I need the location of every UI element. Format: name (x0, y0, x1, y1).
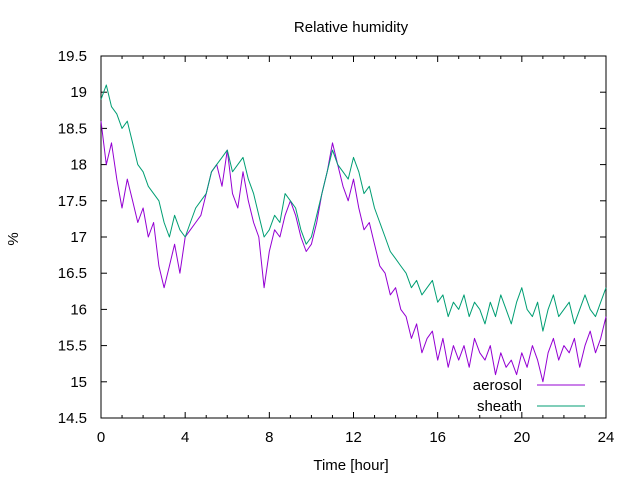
y-tick-label: 19.5 (58, 48, 87, 65)
legend-label-sheath: sheath (477, 398, 522, 415)
plot-frame (100, 55, 607, 419)
series-line-sheath (100, 84, 607, 332)
series-lines (100, 84, 607, 383)
y-tick-label: 17.5 (58, 193, 87, 210)
y-tick-label: 16 (70, 301, 87, 318)
legend: aerosol sheath (473, 377, 585, 415)
y-axis-label: % (5, 232, 22, 245)
series-line-aerosol (100, 121, 607, 383)
x-tick-label: 20 (513, 429, 530, 446)
legend-label-aerosol: aerosol (473, 377, 522, 394)
y-tick-label: 14.5 (58, 410, 87, 427)
x-tick-label: 12 (345, 429, 362, 446)
y-tick-label: 17 (70, 229, 87, 246)
y-tick-label: 15.5 (58, 338, 87, 355)
y-tick-label: 15 (70, 374, 87, 391)
y-tick-label: 16.5 (58, 265, 87, 282)
y-tick-label: 19 (70, 84, 87, 101)
x-tick-label: 4 (181, 429, 189, 446)
x-tick-label: 8 (265, 429, 273, 446)
y-tick-label: 18 (70, 157, 87, 174)
x-tick-label: 16 (429, 429, 446, 446)
x-tick-label: 0 (97, 429, 105, 446)
x-tick-label: 24 (598, 429, 615, 446)
y-tick-label: 18.5 (58, 120, 87, 137)
axis-ticks: 0 4 8 12 16 20 24 14.5 15 15.5 16 16.5 17 17.5 18 18.5 1… (58, 48, 615, 446)
x-axis-label: Time [hour] (313, 457, 388, 474)
chart-title: Relative humidity (294, 19, 409, 36)
